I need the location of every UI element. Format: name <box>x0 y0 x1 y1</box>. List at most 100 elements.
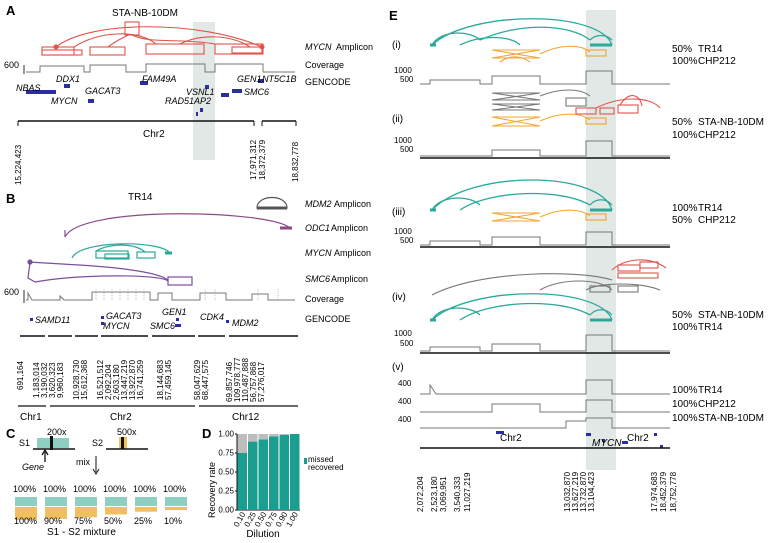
bar-recovered <box>290 434 300 510</box>
coord-b-11: 13,922,870 <box>128 359 137 400</box>
coord-e: 18,452,379 <box>659 471 668 512</box>
gene-blocks-e <box>496 431 663 448</box>
s1-label: S1 <box>19 438 30 448</box>
gene-gen1: GEN1 <box>237 74 262 84</box>
coord-b-10: 13,447,219 <box>120 359 129 400</box>
row-iii-line-0-pct: 100% <box>672 203 698 214</box>
coord-b-17: 69,857,746 <box>225 361 234 402</box>
coverage-tick-b: 600 <box>4 287 19 297</box>
coord-b-14: 57,459,145 <box>164 359 173 400</box>
chrom-label-a: Chr2 <box>143 129 165 140</box>
row-v-line-2-pct: 100% <box>672 413 698 424</box>
s2-fraction-label: 50% <box>104 516 122 526</box>
panel-c: C S1 200x S2 500x Gene mix 100% 100% 100% 9… <box>6 426 187 538</box>
track-coverage-label-b: Coverage <box>305 294 344 304</box>
row-iv-tr14-graph <box>430 293 613 322</box>
track-mycn-gene-b: MYCN <box>305 248 332 258</box>
s2-fraction-label: 25% <box>134 516 152 526</box>
gene-nt5c1b: NT5C1B <box>262 74 297 84</box>
bar-missed <box>237 434 247 453</box>
coord-e: 13,627,219 <box>571 471 580 512</box>
chrom-e-left: Chr2 <box>500 433 522 444</box>
s1-fraction-label: 100% <box>13 484 36 494</box>
coord-e: 13,732,870 <box>579 471 588 512</box>
row-v-tick-b: 400 <box>398 397 412 406</box>
panel-e: E (i) 50% TR14 100% CHP212 1000 500 (ii) <box>389 8 764 512</box>
chart-y-tick-label: 0.25 <box>218 487 234 496</box>
coverage-track-b <box>26 291 295 301</box>
s2-depth: 500x <box>117 427 137 437</box>
gene-mdm2-b: MDM2 <box>232 318 259 328</box>
gene-arrow-label: Gene <box>22 462 44 472</box>
s1-fraction-label: 100% <box>133 484 156 494</box>
row-iii-chp212-graph <box>491 209 607 222</box>
row-iii-tr14-graph <box>430 179 613 212</box>
coord-e: 11,027,219 <box>463 472 472 512</box>
s2-label: S2 <box>92 438 103 448</box>
highlight-region-e <box>586 10 616 470</box>
chart-y-tick-label: 0.50 <box>218 468 234 477</box>
track-odc1-gene: ODC1 <box>305 223 330 233</box>
coord-e: 13,104,423 <box>587 471 596 512</box>
coverage-spikes-b <box>95 288 279 300</box>
recovery-chart: 0.000.250.500.751.000.100.250.500.750.90… <box>218 430 300 529</box>
coord-b-16: 68,447,575 <box>201 359 210 400</box>
bar-recovered <box>279 434 289 510</box>
gene-vsnl1: VSNL1 <box>186 87 215 97</box>
row-ii-stanb-graph <box>491 89 591 111</box>
row-i-tick-1000: 1000 <box>394 66 412 75</box>
row-iii-line-0-sample: TR14 <box>698 203 723 214</box>
row-i-line-0-pct: 50% <box>672 44 692 55</box>
row-ii-line-1-pct: 100% <box>672 130 698 141</box>
track-smc6-gene: SMC6 <box>305 274 330 284</box>
gene-gacat3-b: GACAT3 <box>106 311 141 321</box>
row-ii-line-0-sample: STA-NB-10DM <box>698 117 764 128</box>
chart-y-tick-label: 0.75 <box>218 449 234 458</box>
track-mycn-amplicon-suffix: Amplicon <box>336 42 373 52</box>
panel-a-label: A <box>6 3 16 18</box>
bar-missed <box>269 434 279 437</box>
row-ii-line-0-pct: 50% <box>672 117 692 128</box>
row-v-numeral: (v) <box>392 362 404 373</box>
s1-fraction-box <box>15 497 37 506</box>
bar-recovered <box>269 436 279 510</box>
s2-fraction-box <box>165 507 187 511</box>
gene-gacat3: GACAT3 <box>85 86 120 96</box>
coord-b-13: 18,144,683 <box>156 359 165 400</box>
coord-b-8: 2,092,204 <box>104 364 113 400</box>
row-iv-line-1-pct: 100% <box>672 322 698 333</box>
coord-e: 17,974,683 <box>650 471 659 512</box>
row-i-tr14-graph <box>430 18 613 47</box>
s1-fraction-label: 100% <box>43 484 66 494</box>
chrom-b-chr1: Chr1 <box>20 412 42 423</box>
coord-b-7: 16,521,512 <box>96 359 105 400</box>
s2-fraction-box <box>45 507 67 519</box>
coord-b-9: 2,603,180 <box>112 364 121 400</box>
s1-fraction-label: 100% <box>163 484 186 494</box>
panel-a: A STA-NB-10DM MYCN Amplicon 600 Coverage… <box>4 3 373 185</box>
s1-fraction-box <box>75 497 97 506</box>
row-iv-stanb-graph <box>431 273 661 296</box>
legend-recovered-label: recovered <box>308 463 344 472</box>
s2-fraction-box <box>105 507 127 515</box>
row-iv-line-1-sample: TR14 <box>698 322 723 333</box>
coord-b-15: 58,047,629 <box>193 359 202 400</box>
row-iii-line-1-pct: 50% <box>672 215 692 226</box>
row-iv-tick-500: 500 <box>400 339 414 348</box>
row-v-line-1-pct: 100% <box>672 399 698 410</box>
s1-fraction-box <box>165 497 187 506</box>
coord-a-3: 18,832,778 <box>291 141 300 182</box>
coord-e: 3,540,333 <box>453 476 462 512</box>
row-v-coverage-stanb <box>420 417 670 429</box>
coord-a-0: 15,224,423 <box>14 144 23 185</box>
coverage-track-a <box>26 63 295 73</box>
coord-b-12: 16,741,259 <box>136 359 145 400</box>
gene-mycn-e: MYCN <box>592 438 622 449</box>
legend-missed-label: missed <box>308 455 333 464</box>
gene-samd11: SAMD11 <box>35 315 70 325</box>
bar-missed <box>248 434 258 442</box>
panel-e-label: E <box>389 8 398 23</box>
row-i-line-1-pct: 100% <box>672 56 698 67</box>
s2-fraction-label: 90% <box>44 516 62 526</box>
